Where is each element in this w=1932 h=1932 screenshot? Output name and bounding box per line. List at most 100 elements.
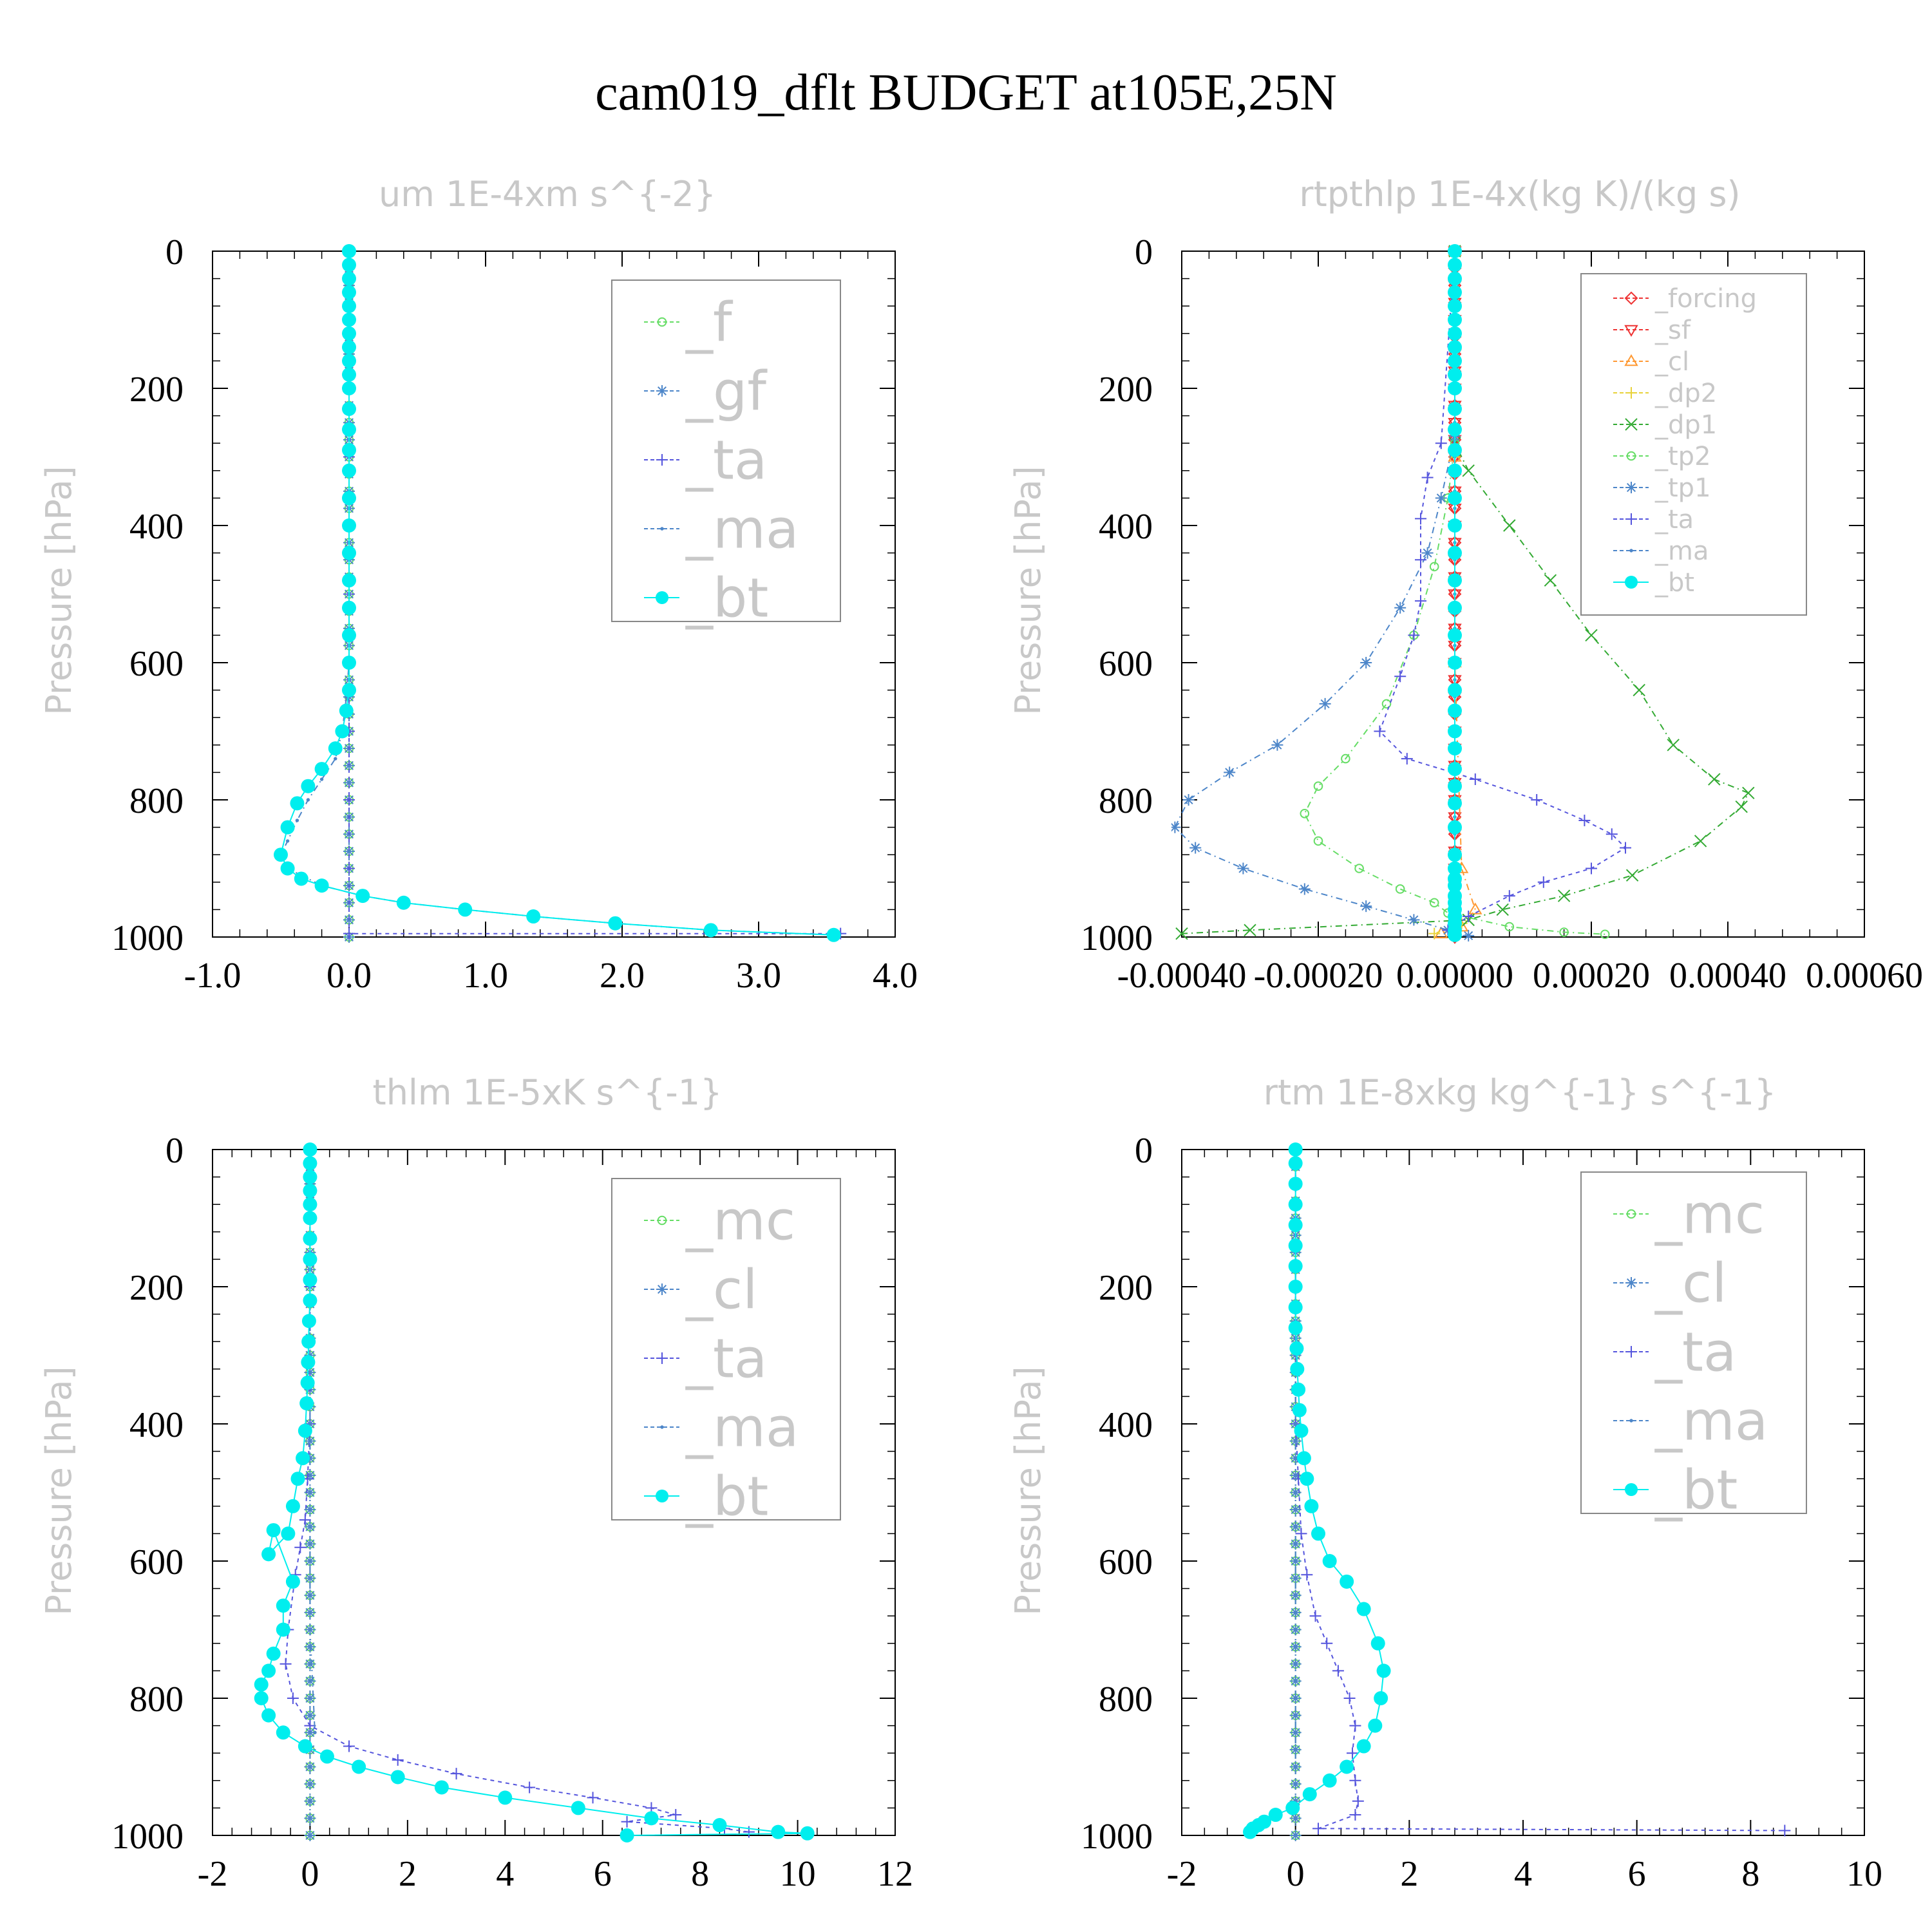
- figure-title: cam019_dflt BUDGET at105E,25N: [595, 64, 1337, 121]
- data-point: [296, 1451, 310, 1466]
- um-panel: um 1E-4xm s^{-2} Pressure [hPa] -1.0 0.0 1…: [39, 174, 918, 996]
- thlm-panel-ylabel: Pressure [hPa]: [39, 1366, 79, 1615]
- data-point: [1294, 1423, 1309, 1438]
- data-point: [1448, 271, 1462, 286]
- x-tick-label: 0.0: [327, 956, 372, 996]
- y-tick-label: 400: [129, 1405, 184, 1445]
- data-point: [314, 762, 329, 777]
- data-point: [1293, 1473, 1298, 1477]
- data-point: [281, 1526, 296, 1541]
- legend-marker: [656, 1490, 668, 1502]
- data-point: [1435, 492, 1447, 504]
- data-point: [343, 794, 355, 806]
- data-point: [280, 820, 295, 835]
- data-point: [1421, 547, 1434, 559]
- data-point: [304, 1538, 316, 1550]
- data-point: [1309, 1610, 1321, 1622]
- data-point: [343, 777, 355, 789]
- data-point: [285, 1574, 300, 1589]
- data-point: [1293, 1713, 1298, 1718]
- data-point: [355, 889, 370, 904]
- data-point: [1462, 464, 1475, 477]
- series-group: [254, 1142, 815, 1842]
- data-point: [1288, 1156, 1303, 1171]
- x-tick-label: 8: [1741, 1854, 1759, 1894]
- data-point: [1301, 1569, 1313, 1581]
- data-point: [1293, 1627, 1298, 1632]
- data-point: [1448, 354, 1462, 368]
- legend-label: _forcing: [1654, 284, 1757, 314]
- series-group: [1243, 1142, 1791, 1841]
- data-point: [304, 1675, 316, 1687]
- legend-marker: [660, 1425, 664, 1429]
- legend: _mc_cl_ta_ma_bt: [1580, 1171, 1807, 1521]
- data-point: [1347, 1747, 1358, 1759]
- data-point: [1429, 562, 1439, 572]
- data-point: [1394, 601, 1406, 614]
- data-point: [343, 862, 355, 875]
- data-point: [771, 1824, 786, 1839]
- data-point: [343, 845, 355, 857]
- data-point: [1779, 1824, 1791, 1837]
- data-point: [1244, 923, 1256, 937]
- data-point: [1503, 890, 1515, 902]
- data-point: [1293, 1559, 1298, 1563]
- data-point: [303, 1197, 317, 1212]
- data-point: [1360, 657, 1372, 668]
- data-point: [703, 923, 718, 938]
- series-group: [1171, 244, 1755, 944]
- data-point: [304, 1709, 316, 1721]
- data-point: [1293, 1456, 1298, 1460]
- data-point: [342, 545, 356, 560]
- series-line-ta: [1379, 251, 1627, 931]
- data-point: [303, 1211, 317, 1226]
- plot-frame: [212, 1149, 896, 1836]
- legend-marker: [1625, 482, 1637, 493]
- data-point: [294, 1541, 307, 1553]
- data-point: [1448, 724, 1462, 739]
- rtpthlp-panel-title: rtpthlp 1E-4x(kg K)/(kg s): [1299, 174, 1740, 214]
- data-point: [299, 1396, 314, 1411]
- data-point: [342, 442, 356, 457]
- y-tick-label: 600: [1099, 1542, 1153, 1582]
- data-point: [1448, 422, 1462, 437]
- legend-box: [1580, 1171, 1807, 1514]
- legend-label: _ma: [1654, 1389, 1768, 1452]
- data-point: [335, 724, 350, 739]
- data-point: [1496, 903, 1509, 916]
- data-point: [304, 1435, 316, 1447]
- data-point: [313, 1730, 317, 1734]
- data-point: [498, 1790, 513, 1805]
- data-point: [1435, 437, 1447, 450]
- data-point: [1742, 786, 1755, 800]
- data-point: [1448, 628, 1462, 643]
- data-point: [339, 703, 354, 718]
- y-tick-label: 800: [129, 1680, 184, 1719]
- data-point: [342, 683, 356, 697]
- series-line-tp2: [1303, 251, 1605, 935]
- x-tick-label: -2: [1167, 1854, 1197, 1894]
- data-point: [304, 1719, 316, 1732]
- y-tick-label: 400: [129, 507, 184, 547]
- data-point: [1401, 753, 1413, 765]
- data-point: [304, 1761, 316, 1773]
- data-point: [342, 463, 356, 478]
- data-point: [1288, 1280, 1303, 1294]
- data-point: [1448, 442, 1462, 457]
- data-point: [1469, 773, 1481, 786]
- data-point: [1293, 1782, 1298, 1786]
- data-point: [294, 871, 308, 886]
- x-tick-label: 4: [496, 1854, 514, 1894]
- data-point: [1293, 1662, 1298, 1666]
- data-point: [266, 1646, 281, 1661]
- rtm-panel-title: rtm 1E-8xkg kg^{-1} s^{-1}: [1264, 1072, 1777, 1113]
- data-point: [1448, 285, 1462, 299]
- data-point: [290, 1472, 305, 1486]
- data-point: [670, 1809, 682, 1821]
- legend-marker: [656, 591, 668, 604]
- data-point: [1633, 683, 1645, 697]
- data-point: [1293, 1576, 1298, 1580]
- legend-marker: [1625, 576, 1638, 589]
- y-tick-label: 800: [1099, 1680, 1153, 1719]
- data-point: [1271, 739, 1283, 751]
